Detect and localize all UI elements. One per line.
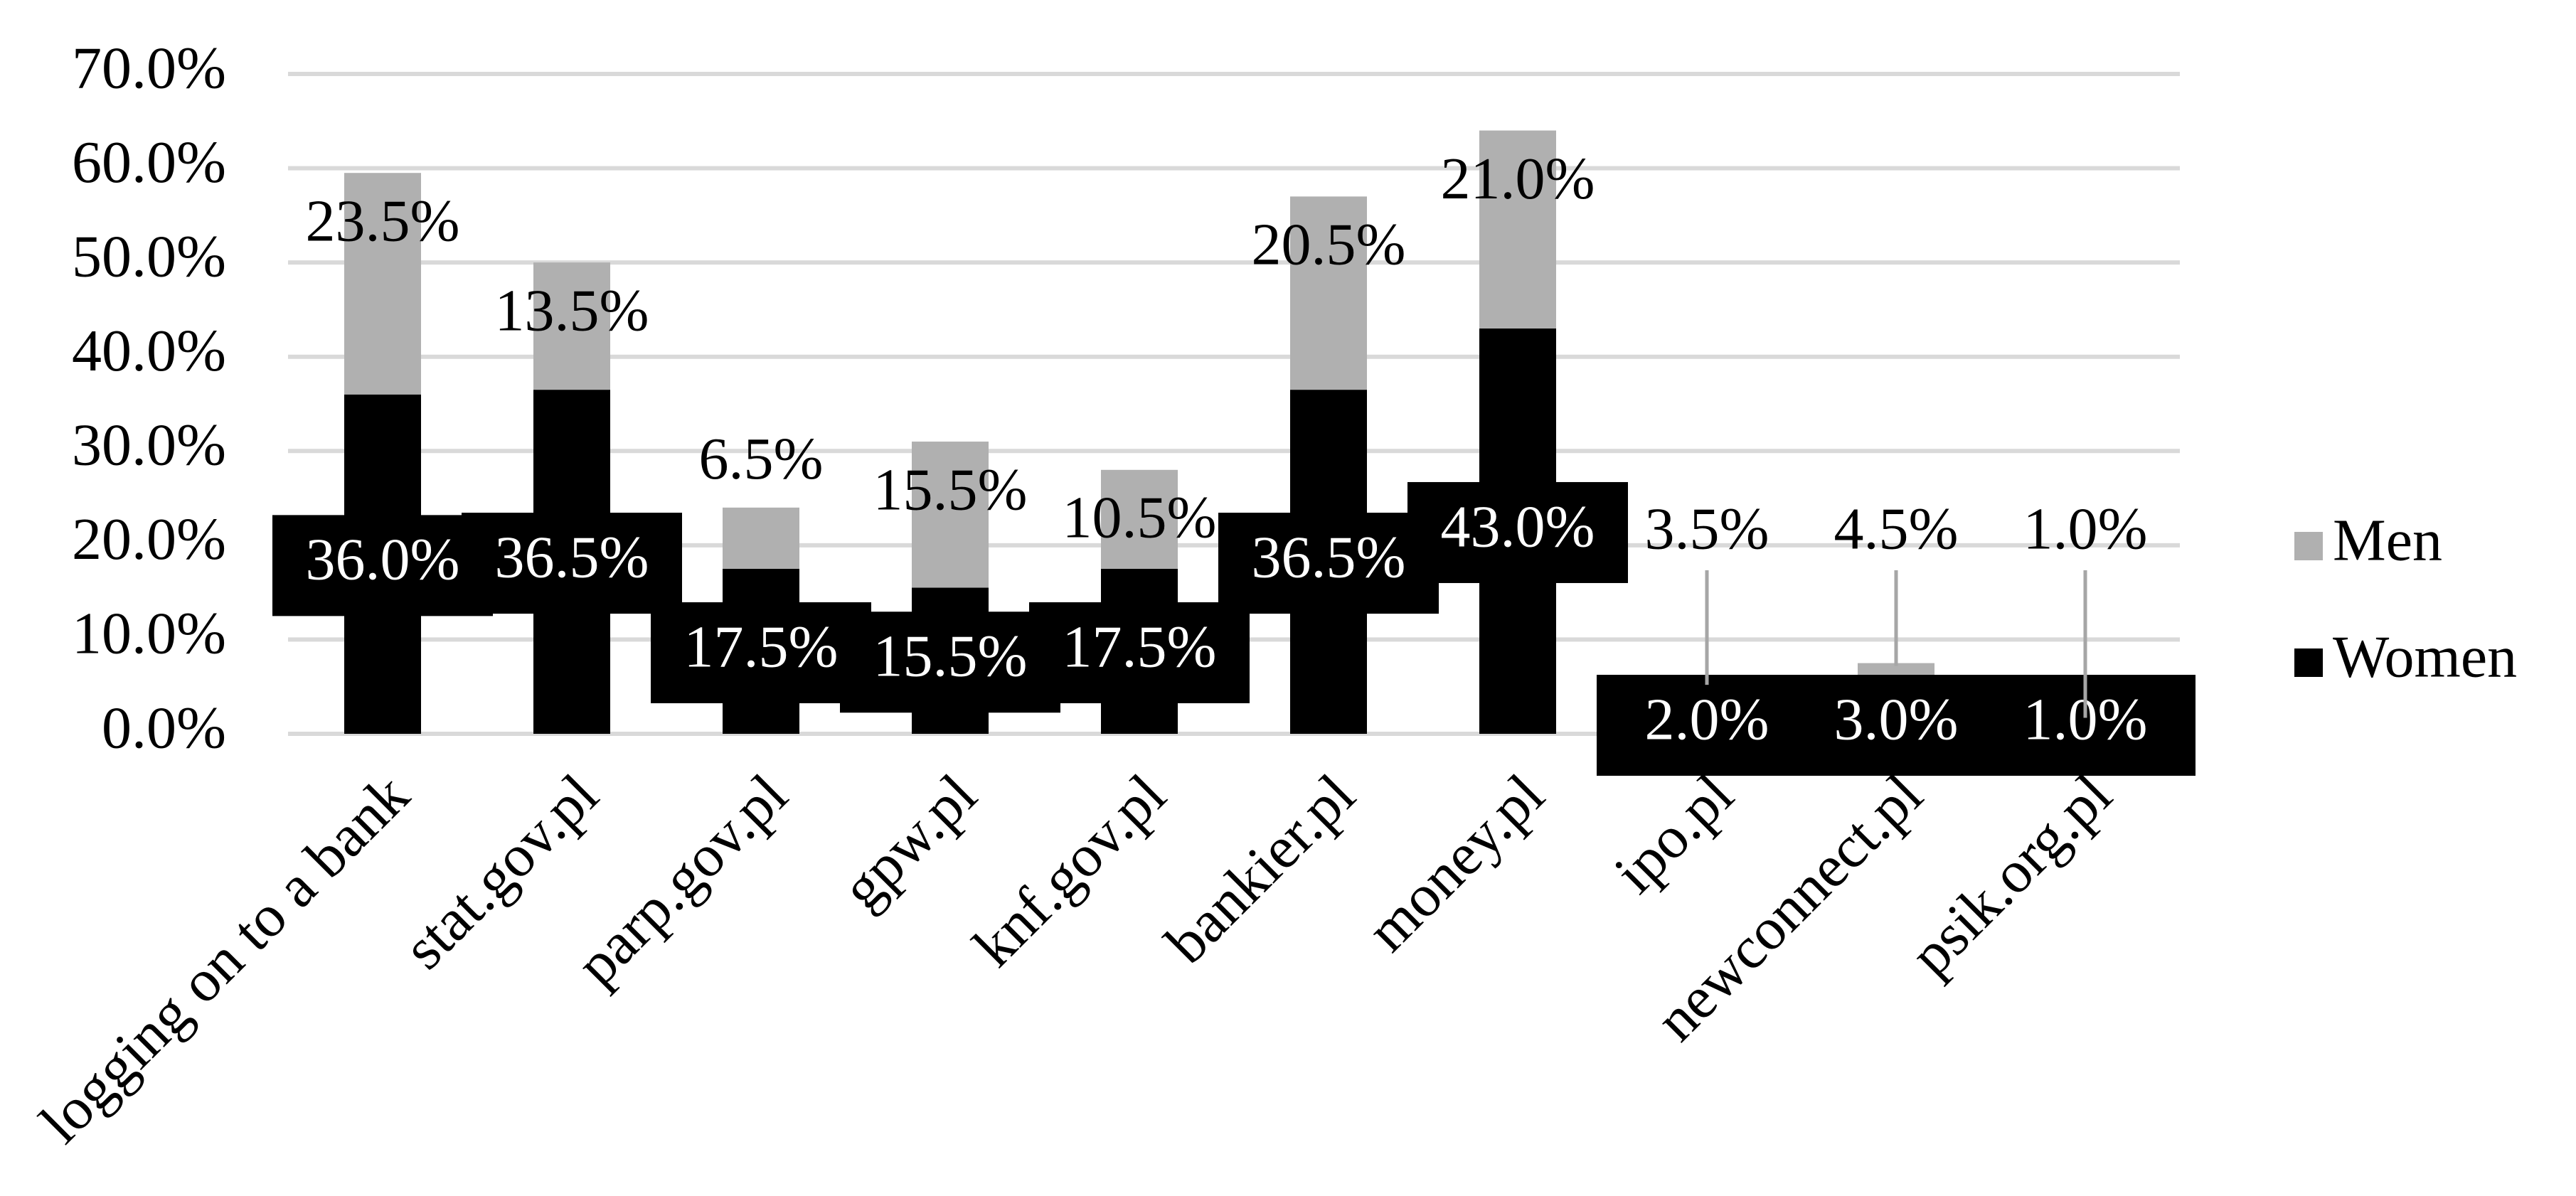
legend: Men Women	[2294, 507, 2517, 690]
bar-men	[1101, 469, 1178, 569]
legend-swatch-women	[2294, 648, 2323, 677]
bar-men	[1290, 196, 1367, 390]
legend-swatch-men	[2294, 532, 2323, 560]
data-label-women: 17.5%	[1063, 614, 1217, 680]
y-tick-label: 60.0%	[72, 129, 226, 196]
data-label-women: 36.0%	[306, 527, 460, 593]
y-tick-label: 30.0%	[72, 412, 226, 479]
data-label-men: 4.5%	[1834, 496, 1959, 562]
legend-label-women: Women	[2333, 624, 2517, 690]
data-label-men: 6.5%	[699, 426, 824, 492]
data-label-box-women	[1597, 675, 1817, 776]
data-label-women: 36.5%	[1252, 524, 1406, 590]
bar-men	[533, 262, 610, 390]
data-label-women: 15.5%	[873, 624, 1028, 690]
data-label-box-women	[272, 515, 493, 616]
bar-men	[344, 173, 421, 395]
data-label-women: 17.5%	[684, 614, 839, 680]
data-label-men: 10.5%	[1063, 485, 1217, 551]
data-label-box-women	[840, 612, 1060, 713]
data-label-men: 3.5%	[1645, 496, 1769, 562]
legend-label-men: Men	[2333, 507, 2442, 573]
x-category-label: gpw.pl	[829, 762, 989, 922]
x-category-label: knf.gov.pl	[961, 762, 1178, 979]
data-labels: 36.0% 23.5% 36.5% 13.5% 17.5% 6.5% 15.5% 15.5% 1…	[272, 146, 2196, 776]
data-label-box-women	[1029, 602, 1250, 703]
y-tick-label: 70.0%	[72, 35, 226, 101]
data-label-men: 13.5%	[495, 277, 649, 343]
bar-men	[1479, 130, 1556, 329]
data-label-women: 2.0%	[1645, 686, 1769, 752]
x-category-label: psik.org.pl	[1898, 762, 2124, 988]
x-axis-categories: logging on to a bankstat.gov.plparp.gov.…	[28, 762, 2124, 1155]
bar-men	[723, 507, 799, 569]
x-category-label: money.pl	[1354, 762, 1557, 964]
data-label-box-women	[651, 602, 871, 703]
data-label-box-women	[1786, 675, 2006, 776]
data-label-box-women	[1218, 513, 1439, 614]
y-tick-label: 10.0%	[72, 601, 226, 667]
y-tick-label: 0.0%	[102, 695, 226, 761]
data-label-women: 43.0%	[1441, 493, 1595, 560]
y-tick-label: 40.0%	[72, 318, 226, 384]
bars	[344, 130, 2124, 734]
y-axis-ticks: 0.0% 10.0% 20.0% 30.0% 40.0% 50.0% 60.0% 70.0%	[72, 35, 226, 761]
data-label-men: 21.0%	[1441, 146, 1595, 212]
x-category-label: logging on to a bank	[28, 762, 422, 1155]
y-tick-label: 20.0%	[72, 506, 226, 572]
data-label-men: 23.5%	[306, 188, 460, 254]
data-label-men: 20.5%	[1252, 212, 1406, 278]
data-label-box-women	[1407, 481, 1628, 583]
y-tick-label: 50.0%	[72, 223, 226, 289]
data-label-women: 36.5%	[495, 524, 649, 590]
x-category-label: bankier.pl	[1153, 762, 1368, 976]
data-label-women: 3.0%	[1834, 686, 1959, 752]
data-label-box-women	[462, 513, 682, 614]
bar-men	[912, 442, 989, 588]
x-category-label: ipo.pl	[1602, 762, 1746, 906]
data-label-men: 1.0%	[2023, 496, 2148, 562]
data-label-men: 15.5%	[873, 456, 1028, 523]
